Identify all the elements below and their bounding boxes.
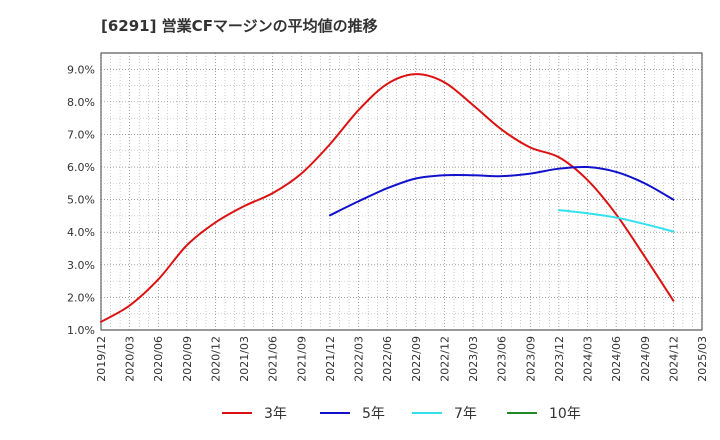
x-tick-label: 2024/12 xyxy=(667,336,680,382)
x-tick-label: 2021/03 xyxy=(238,336,251,382)
x-tick-label: 2020/03 xyxy=(124,336,137,382)
x-tick-label: 2023/12 xyxy=(553,336,566,382)
legend-label: 5年 xyxy=(362,406,385,422)
x-tick-label: 2020/09 xyxy=(181,336,194,382)
y-tick-label: 8.0% xyxy=(67,96,95,109)
legend-label: 10年 xyxy=(549,406,581,422)
y-tick-label: 4.0% xyxy=(67,226,95,239)
x-tick-label: 2024/09 xyxy=(639,336,652,382)
legend-label: 7年 xyxy=(454,406,477,422)
x-tick-label: 2025/03 xyxy=(696,336,709,382)
y-tick-label: 9.0% xyxy=(67,63,95,76)
x-tick-label: 2022/12 xyxy=(438,336,451,382)
x-tick-label: 2021/12 xyxy=(324,336,337,382)
x-tick-label: 2021/09 xyxy=(295,336,308,382)
legend-label: 3年 xyxy=(264,406,287,422)
y-tick-label: 1.0% xyxy=(67,324,95,337)
grid-lines xyxy=(100,53,703,330)
series-line-3年 xyxy=(100,73,675,323)
y-tick-label: 6.0% xyxy=(67,161,95,174)
series-line-5年 xyxy=(328,165,675,217)
y-tick-label: 5.0% xyxy=(67,194,95,207)
x-tick-label: 2020/06 xyxy=(152,336,165,382)
x-tick-label: 2024/06 xyxy=(610,336,623,382)
x-tick-label: 2019/12 xyxy=(95,336,108,382)
x-axis: 2019/12 2020/03 2020/06 2020/09 2020/12 2021/… xyxy=(95,336,709,382)
series-line-7年 xyxy=(557,209,675,233)
x-tick-label: 2022/09 xyxy=(410,336,423,382)
x-tick-label: 2022/03 xyxy=(353,336,366,382)
y-axis: 1.0% 2.0% 3.0% 4.0% 5.0% 6.0% 7.0% 8.0% 9.0% xyxy=(67,63,95,337)
x-tick-label: 2022/06 xyxy=(381,336,394,382)
x-tick-label: 2023/03 xyxy=(467,336,480,382)
x-tick-label: 2020/12 xyxy=(209,336,222,382)
chart-title: [6291] 営業CFマージンの平均値の推移 xyxy=(101,17,378,35)
x-tick-label: 2023/06 xyxy=(496,336,509,382)
y-tick-label: 2.0% xyxy=(67,291,95,304)
x-tick-label: 2024/03 xyxy=(582,336,595,382)
series-lines xyxy=(100,73,675,323)
x-tick-label: 2023/09 xyxy=(524,336,537,382)
y-tick-label: 7.0% xyxy=(67,128,95,141)
plot-area xyxy=(100,52,703,331)
x-tick-label: 2021/06 xyxy=(267,336,280,382)
y-tick-label: 3.0% xyxy=(67,259,95,272)
legend: 3年 5年 7年 10年 xyxy=(222,406,581,422)
